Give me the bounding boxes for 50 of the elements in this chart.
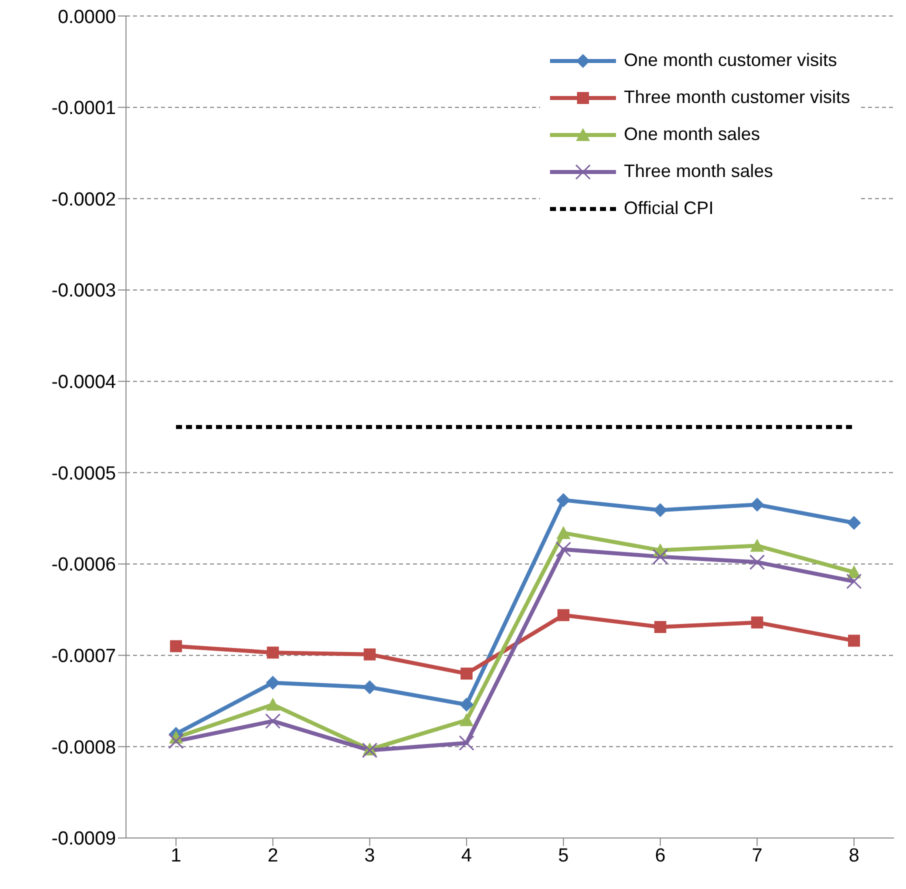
point <box>653 503 668 518</box>
legend-label: Three month sales <box>624 161 773 182</box>
legend-label: One month customer visits <box>624 50 837 71</box>
x-tick-label: 4 <box>461 845 472 866</box>
y-tick-label: -0.0006 <box>52 554 116 576</box>
point <box>750 498 764 512</box>
point <box>266 676 280 690</box>
y-tick-label: 0.0000 <box>58 6 116 28</box>
y-tick-label: -0.0009 <box>52 828 116 850</box>
x-tick-label: 5 <box>558 845 569 866</box>
point <box>750 538 764 552</box>
point <box>847 516 861 530</box>
y-tick-label: -0.0004 <box>52 372 116 394</box>
point <box>652 548 668 564</box>
point <box>557 609 570 622</box>
x-tick-label: 3 <box>364 845 376 866</box>
point <box>556 542 572 558</box>
x-tick-label: 1 <box>170 845 182 866</box>
point <box>364 648 376 660</box>
y-tick-label: -0.0008 <box>52 737 116 758</box>
point <box>848 634 860 647</box>
point <box>265 713 281 729</box>
x-tick-label: 8 <box>848 845 860 866</box>
point <box>266 646 279 659</box>
x-tick-label: 6 <box>654 845 666 866</box>
y-tick-label: -0.0001 <box>52 98 116 120</box>
point <box>556 526 570 539</box>
point <box>556 493 570 508</box>
point <box>846 574 862 590</box>
legend-label: Official CPI <box>624 198 714 219</box>
x-tick-label: 7 <box>752 845 762 866</box>
point <box>751 616 764 628</box>
point <box>460 668 473 680</box>
y-tick-label: -0.0002 <box>52 189 116 210</box>
point <box>266 698 280 711</box>
point <box>170 640 182 652</box>
y-tick-label: -0.0005 <box>52 463 116 484</box>
point <box>362 742 378 758</box>
point <box>362 680 377 694</box>
point <box>460 713 474 726</box>
x-tick-label: 2 <box>268 845 278 866</box>
y-tick-label: -0.0007 <box>52 646 116 668</box>
point <box>654 621 666 634</box>
point <box>460 698 474 712</box>
y-tick-label: -0.0003 <box>52 280 116 302</box>
point <box>168 733 184 749</box>
legend-label: Three month customer visits <box>624 87 850 108</box>
point <box>458 735 474 751</box>
legend-label: One month sales <box>624 124 760 145</box>
point <box>749 554 765 570</box>
